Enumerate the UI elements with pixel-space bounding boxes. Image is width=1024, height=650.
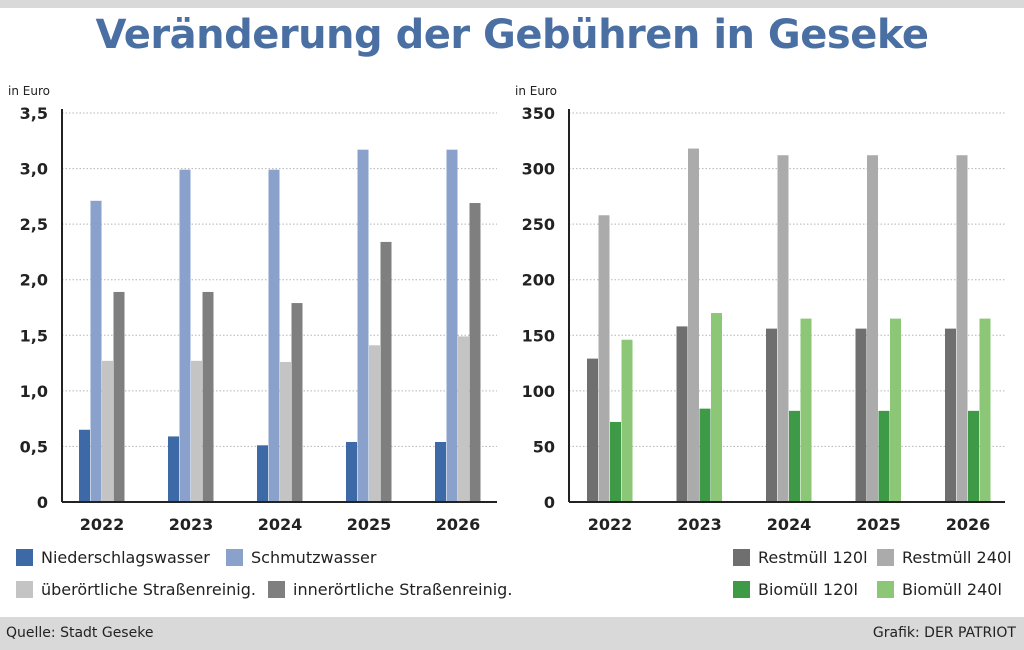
- left-bar: [291, 303, 303, 502]
- legend-item-schmutzwasser: Schmutzwasser: [226, 548, 376, 567]
- right-ytick-label: 300: [522, 160, 555, 179]
- right-bar: [766, 328, 777, 502]
- right-xtick-label: 2026: [946, 515, 991, 534]
- legend-item-biomuell-240: Biomüll 240l: [877, 580, 1002, 599]
- legend-swatch: [877, 549, 894, 566]
- right-bar: [688, 148, 699, 502]
- right-xtick-label: 2022: [588, 515, 633, 534]
- left-xtick-label: 2025: [347, 515, 392, 534]
- footer: Quelle: Stadt Geseke Grafik: DER PATRIOT: [0, 617, 1024, 650]
- legend-item-inneroertliche: innerörtliche Straßenreinig.: [268, 580, 512, 599]
- right-bar: [587, 358, 598, 502]
- left-bar: [90, 200, 102, 502]
- legend-label: innerörtliche Straßenreinig.: [293, 580, 513, 599]
- left-ytick-label: 1,0: [20, 382, 48, 401]
- legend-item-restmuell-240: Restmüll 240l: [877, 548, 1012, 567]
- left-ytick-label: 1,5: [20, 326, 48, 345]
- right-ytick-label: 250: [522, 215, 555, 234]
- left-bar: [179, 169, 191, 502]
- right-bar: [855, 328, 867, 502]
- right-bar: [621, 339, 633, 502]
- legend-item-niederschlagswasser: Niederschlagswasser: [16, 548, 210, 567]
- left-xtick-label: 2026: [436, 515, 481, 534]
- left-bar: [268, 169, 280, 502]
- legend-label: Schmutzwasser: [251, 548, 377, 567]
- left-bar: [346, 441, 357, 502]
- credit-text: Grafik: DER PATRIOT: [872, 625, 1016, 641]
- right-xtick-label: 2023: [677, 515, 722, 534]
- right-ytick-label: 0: [544, 493, 555, 512]
- legend-swatch: [733, 581, 750, 598]
- right-bar: [598, 215, 610, 502]
- page-title: Veränderung der Gebühren in Geseke: [95, 12, 929, 58]
- right-ytick-label: 150: [522, 326, 555, 345]
- right-bar: [789, 410, 800, 502]
- left-bar: [380, 241, 392, 502]
- right-ytick-label: 50: [533, 437, 555, 456]
- right-bar: [945, 328, 956, 502]
- left-bar: [191, 360, 202, 502]
- legend-swatch: [877, 581, 894, 598]
- charts-canvas: in Euro 0 0,5 1,0 1,5 2,0 2,5 3,0 3,5 2022 2023 202…: [8, 84, 1005, 534]
- left-bar: [369, 345, 380, 502]
- right-bar: [968, 410, 979, 502]
- left-bar: [458, 336, 469, 502]
- legend-label: Restmüll 240l: [902, 548, 1012, 567]
- left-ytick-label: 0: [37, 493, 48, 512]
- left-bar: [168, 436, 179, 502]
- left-bar: [79, 429, 90, 502]
- left-ytick-label: 2,0: [20, 271, 48, 290]
- right-bar: [890, 318, 901, 502]
- left-xtick-label: 2023: [169, 515, 214, 534]
- right-bar: [878, 410, 890, 502]
- left-ytick-label: 0,5: [20, 437, 48, 456]
- right-ylabel: in Euro: [515, 84, 557, 98]
- left-bar: [102, 360, 113, 502]
- left-ytick-label: 3,0: [20, 160, 48, 179]
- left-ytick-label: 3,5: [20, 104, 48, 123]
- left-bar: [435, 441, 446, 502]
- legend-item-biomuell-120: Biomüll 120l: [733, 580, 858, 599]
- left-ytick-label: 2,5: [20, 215, 48, 234]
- left-bar: [446, 149, 458, 503]
- left-bar: [357, 149, 369, 503]
- right-bar: [867, 155, 878, 502]
- left-bar: [202, 291, 214, 502]
- legend-label: Biomüll 120l: [758, 580, 858, 599]
- legend-swatch: [16, 581, 33, 598]
- top-band: [0, 0, 1024, 8]
- legend-item-ueberoertliche: überörtliche Straßenreinig.: [16, 580, 256, 599]
- legend-label: überörtliche Straßenreinig.: [41, 580, 256, 599]
- right-bar: [676, 326, 688, 502]
- right-bar: [711, 313, 722, 502]
- right-ytick-label: 350: [522, 104, 555, 123]
- right-xtick-label: 2025: [856, 515, 901, 534]
- left-bar: [113, 291, 125, 502]
- left-bar: [257, 445, 268, 502]
- legend-label: Restmüll 120l: [758, 548, 868, 567]
- left-bar: [469, 203, 481, 503]
- right-bar: [610, 421, 621, 502]
- legend-swatch: [16, 549, 33, 566]
- legend-swatch: [268, 581, 285, 598]
- right-bar: [777, 155, 789, 502]
- left-ylabel: in Euro: [8, 84, 50, 98]
- right-ytick-label: 100: [522, 382, 555, 401]
- right-bar: [979, 318, 991, 502]
- right-ytick-label: 200: [522, 271, 555, 290]
- legend-label: Biomüll 240l: [902, 580, 1002, 599]
- left-bar: [280, 361, 291, 502]
- legend-label: Niederschlagswasser: [41, 548, 210, 567]
- left-xtick-label: 2024: [258, 515, 303, 534]
- right-bar: [956, 155, 968, 502]
- right-bar: [699, 408, 711, 502]
- legend-swatch: [733, 549, 750, 566]
- legend-item-restmuell-120: Restmüll 120l: [733, 548, 868, 567]
- legend-swatch: [226, 549, 243, 566]
- source-text: Quelle: Stadt Geseke: [6, 625, 154, 641]
- right-bar: [800, 318, 812, 502]
- left-xtick-label: 2022: [80, 515, 125, 534]
- right-xtick-label: 2024: [767, 515, 812, 534]
